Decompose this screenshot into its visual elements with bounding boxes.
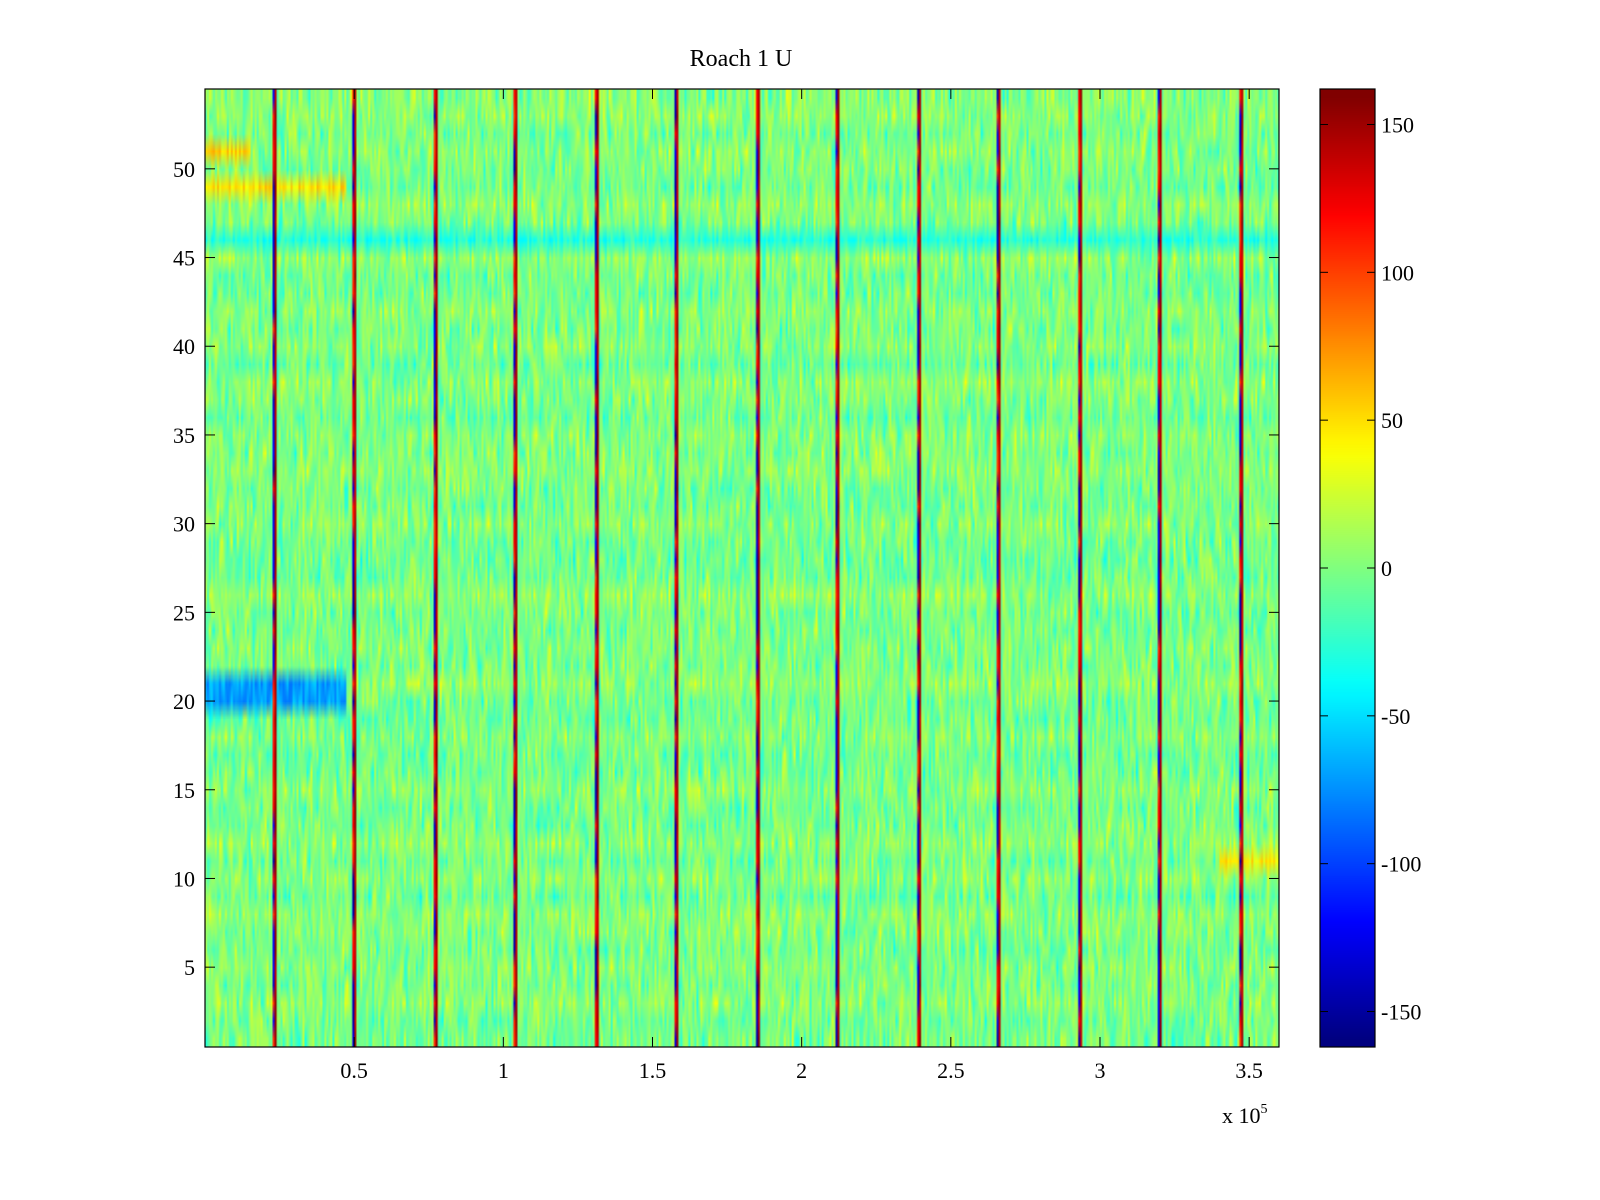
- colorbar-tick-label: -50: [1381, 704, 1410, 729]
- x-tick-label: 3.5: [1235, 1058, 1263, 1083]
- y-tick-label: 5: [184, 955, 195, 980]
- heatmap-plot: 0.5 1 1.5 2 2.5 3 3.5 5 10 15 20 25 30 35 40 45 50 x 10…: [173, 88, 1280, 1128]
- x-tick-label: 1: [498, 1058, 509, 1083]
- y-tick-label: 45: [173, 246, 195, 271]
- x-tick-label: 2: [796, 1058, 807, 1083]
- y-axis: 5 10 15 20 25 30 35 40 45 50: [173, 157, 1279, 980]
- colorbar-tick-label: 0: [1381, 556, 1392, 581]
- colorbar-tick-label: 50: [1381, 408, 1403, 433]
- colorbar-tick-label: -150: [1381, 1000, 1421, 1025]
- colorbar: -150 -100 -50 0 50 100 150: [1319, 88, 1421, 1048]
- plot-frame: [204, 88, 1280, 1048]
- y-tick-label: 20: [173, 689, 195, 714]
- x-tick-label: 3: [1095, 1058, 1106, 1083]
- x-tick-label: 2.5: [937, 1058, 965, 1083]
- x-tick-label: 0.5: [340, 1058, 368, 1083]
- colorbar-axis: -150 -100 -50 0 50 100 150: [1320, 112, 1421, 1025]
- x-axis: 0.5 1 1.5 2 2.5 3 3.5: [340, 89, 1263, 1083]
- y-tick-label: 15: [173, 778, 195, 803]
- y-tick-label: 35: [173, 423, 195, 448]
- y-tick-label: 10: [173, 866, 195, 891]
- x-exponent-label: x 105: [1222, 1102, 1268, 1128]
- colorbar-tick-label: -100: [1381, 852, 1421, 877]
- colorbar-gradient: [1320, 89, 1375, 1047]
- x-tick-label: 1.5: [639, 1058, 667, 1083]
- y-tick-label: 30: [173, 512, 195, 537]
- chart-title: Roach 1 U: [690, 46, 793, 72]
- y-tick-label: 50: [173, 157, 195, 182]
- heatmap-image: [205, 89, 1279, 1047]
- colorbar-tick-label: 150: [1381, 112, 1414, 137]
- y-tick-label: 40: [173, 334, 195, 359]
- y-tick-label: 25: [173, 600, 195, 625]
- colorbar-tick-label: 100: [1381, 260, 1414, 285]
